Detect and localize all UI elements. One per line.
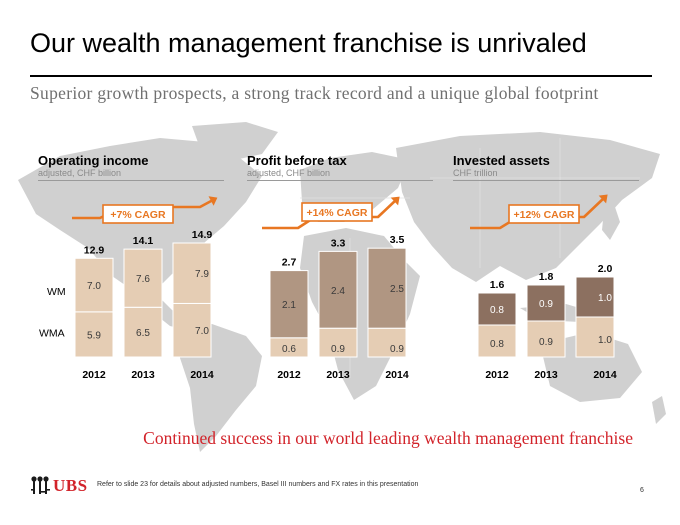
data-label-profit-before-tax-wm-2012: 2.1 <box>282 300 296 311</box>
ubs-logo-text: UBS <box>53 476 88 495</box>
series-label-wma: WMA <box>39 327 65 339</box>
data-label-profit-before-tax-wma-2014: 0.9 <box>390 344 404 355</box>
total-label-profit-before-tax-2012: 2.7 <box>282 257 297 269</box>
x-tick-operating-income-2012: 2012 <box>82 369 106 381</box>
bar-profit-before-tax-wma-2014 <box>367 327 407 358</box>
x-tick-invested-assets-2014: 2014 <box>593 369 617 381</box>
series-label-wm: WM <box>47 286 66 298</box>
chart-title-profit-before-tax: Profit before tax <box>247 153 347 168</box>
page-number: 6 <box>640 487 644 494</box>
chart-divider-profit-before-tax <box>247 180 433 181</box>
data-label-operating-income-wm-2013: 7.6 <box>136 274 150 285</box>
chart-subtitle-operating-income: adjusted, CHF billion <box>38 168 122 178</box>
cagr-label-profit-before-tax: +14% CAGR <box>307 207 368 219</box>
bar-invested-assets-wma-2014 <box>575 316 615 358</box>
bar-profit-before-tax-wm-2014 <box>367 247 407 329</box>
data-label-invested-assets-wm-2013: 0.9 <box>539 299 553 310</box>
data-label-invested-assets-wma-2012: 0.8 <box>490 339 504 350</box>
x-tick-profit-before-tax-2014: 2014 <box>385 369 409 381</box>
bar-operating-income-wm-2012 <box>74 257 114 313</box>
total-label-profit-before-tax-2014: 3.5 <box>390 234 405 246</box>
page-subtitle: Superior growth prospects, a strong trac… <box>30 83 599 103</box>
bar-profit-before-tax-wm-2013 <box>318 250 358 329</box>
data-label-invested-assets-wma-2014: 1.0 <box>598 335 612 346</box>
bar-profit-before-tax-wma-2013 <box>318 327 358 358</box>
chart-divider-operating-income <box>38 180 224 181</box>
data-label-operating-income-wma-2013: 6.5 <box>136 328 150 339</box>
total-label-operating-income-2014: 14.9 <box>192 229 213 241</box>
title-divider <box>30 75 652 77</box>
data-label-profit-before-tax-wma-2012: 0.6 <box>282 344 296 355</box>
closing-statement: Continued success in our world leading w… <box>143 428 633 448</box>
bar-invested-assets-wma-2012 <box>477 324 517 358</box>
x-tick-profit-before-tax-2013: 2013 <box>326 369 350 381</box>
bar-operating-income-wm-2013 <box>123 248 163 308</box>
x-tick-invested-assets-2012: 2012 <box>485 369 509 381</box>
data-label-operating-income-wm-2014: 7.9 <box>195 269 209 280</box>
x-tick-invested-assets-2013: 2013 <box>534 369 558 381</box>
chart-divider-invested-assets <box>453 180 639 181</box>
chart-subtitle-profit-before-tax: adjusted, CHF billion <box>247 168 331 178</box>
data-label-profit-before-tax-wm-2013: 2.4 <box>331 286 345 297</box>
data-label-invested-assets-wm-2014: 1.0 <box>598 293 612 304</box>
cagr-arrowhead-invested-assets <box>598 194 608 204</box>
data-label-operating-income-wm-2012: 7.0 <box>87 281 101 292</box>
data-label-invested-assets-wm-2012: 0.8 <box>490 305 504 316</box>
cagr-label-operating-income: +7% CAGR <box>110 209 166 221</box>
cagr-arrowhead-profit-before-tax <box>390 196 400 206</box>
total-label-operating-income-2013: 14.1 <box>133 235 154 247</box>
bar-operating-income-wma-2014 <box>172 302 212 358</box>
chart-title-operating-income: Operating income <box>38 153 149 168</box>
total-label-invested-assets-2012: 1.6 <box>490 279 505 291</box>
cagr-box-operating-income <box>102 204 174 224</box>
data-label-profit-before-tax-wma-2013: 0.9 <box>331 344 345 355</box>
data-label-profit-before-tax-wm-2014: 2.5 <box>390 284 404 295</box>
total-label-profit-before-tax-2013: 3.3 <box>331 237 346 249</box>
cagr-box-invested-assets <box>508 204 580 224</box>
data-label-operating-income-wma-2012: 5.9 <box>87 330 101 341</box>
bar-invested-assets-wm-2014 <box>575 276 615 318</box>
bar-invested-assets-wm-2012 <box>477 292 517 326</box>
footnote: Refer to slide 23 for details about adju… <box>97 481 419 488</box>
page-title: Our wealth management franchise is unriv… <box>30 28 587 58</box>
total-label-invested-assets-2014: 2.0 <box>598 263 613 275</box>
cagr-label-invested-assets: +12% CAGR <box>514 209 575 221</box>
cagr-arrowhead-operating-income <box>208 196 218 206</box>
chart-subtitle-invested-assets: CHF trillion <box>453 168 498 178</box>
x-tick-operating-income-2014: 2014 <box>190 369 214 381</box>
cagr-box-profit-before-tax <box>301 202 373 222</box>
total-label-invested-assets-2013: 1.8 <box>539 271 554 283</box>
x-tick-operating-income-2013: 2013 <box>131 369 155 381</box>
bar-operating-income-wma-2012 <box>74 311 114 358</box>
total-label-operating-income-2012: 12.9 <box>84 244 105 256</box>
data-label-operating-income-wma-2014: 7.0 <box>195 326 209 337</box>
bar-operating-income-wm-2014 <box>172 242 212 304</box>
data-label-invested-assets-wma-2013: 0.9 <box>539 337 553 348</box>
ubs-keys-logo-icon <box>31 476 50 494</box>
bar-operating-income-wma-2013 <box>123 306 163 358</box>
bar-profit-before-tax-wm-2012 <box>269 270 309 339</box>
chart-title-invested-assets: Invested assets <box>453 153 550 168</box>
bar-invested-assets-wm-2013 <box>526 284 566 322</box>
x-tick-profit-before-tax-2012: 2012 <box>277 369 301 381</box>
